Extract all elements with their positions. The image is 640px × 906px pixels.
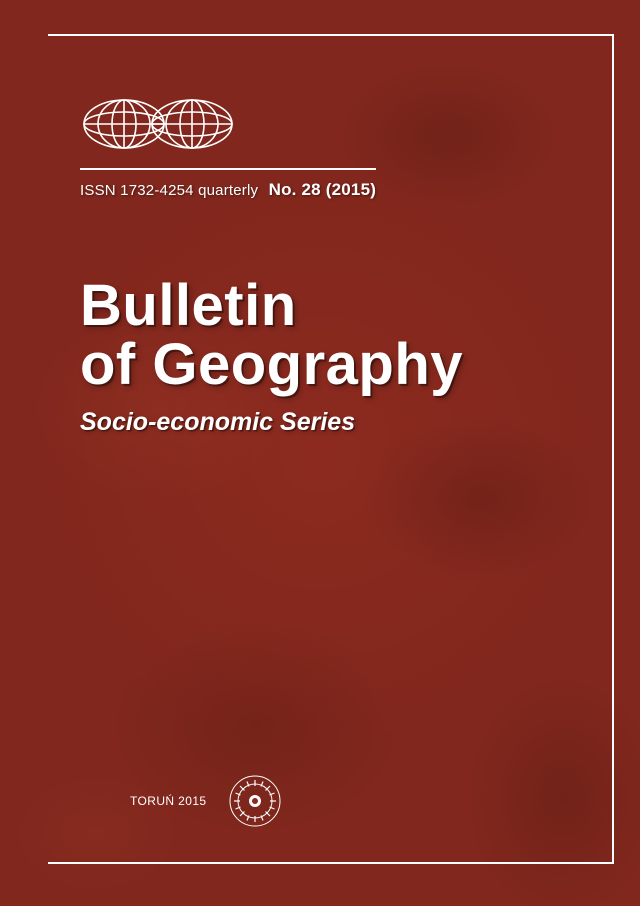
place-year: TORUŃ 2015 — [130, 794, 206, 808]
issn-line: ISSN 1732-4254 quarterly No. 28 (2015) — [80, 180, 376, 200]
university-seal-icon — [228, 774, 282, 828]
issn-label: ISSN 1732-4254 quarterly — [80, 182, 258, 199]
interlocking-globes-icon — [80, 96, 240, 152]
title-line-2: of Geography — [80, 335, 463, 394]
title-line-1: Bulletin — [80, 276, 463, 335]
subtitle: Socio-economic Series — [80, 408, 463, 437]
issue-number: No. 28 (2015) — [269, 180, 376, 199]
cover-frame — [48, 34, 614, 864]
title-block: Bulletin of Geography Socio-economic Ser… — [80, 276, 463, 437]
header-divider — [80, 168, 376, 170]
footer: TORUŃ 2015 — [130, 774, 282, 828]
